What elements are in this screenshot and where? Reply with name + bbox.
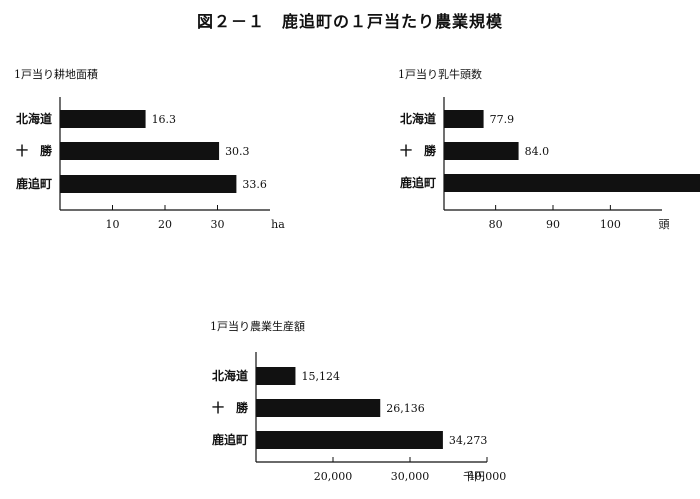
- chart1-category-label: 鹿追町: [16, 176, 52, 191]
- chart3-category-label: 鹿追町: [212, 432, 248, 447]
- page-title: 図２－１ 鹿追町の１戸当たり農業規模: [196, 12, 503, 31]
- chart3-category-label: 十 勝: [212, 400, 249, 415]
- chart3-tick-label: 30,000: [391, 470, 430, 483]
- chart3-category-label: 北海道: [212, 368, 248, 383]
- chart2-bar: [444, 174, 700, 192]
- chart2-bar: [444, 110, 484, 128]
- chart3-tick-label: 40,000: [468, 470, 507, 483]
- chart2-category-label: 北海道: [400, 111, 436, 126]
- chart3-tick-label: 20,000: [314, 470, 353, 483]
- chart2-bar: [444, 142, 519, 160]
- chart3-bar: [256, 399, 381, 417]
- chart1-tick-label: 10: [106, 218, 120, 231]
- chart1-bar: [60, 175, 237, 193]
- chart3-data-label: 26,136: [386, 402, 425, 415]
- chart3-bar: [256, 367, 296, 385]
- chart2-title: 1戸当り乳牛頭数: [398, 67, 482, 81]
- chart1-title: 1戸当り耕地面積: [14, 67, 98, 81]
- chart1-tick-label: 20: [158, 218, 172, 231]
- chart1-bar: [60, 142, 220, 160]
- chart1-data-label: 30.3: [225, 145, 250, 158]
- chart2-unit-label: 頭: [659, 218, 670, 231]
- chart3-unit-label: 千円: [463, 470, 485, 483]
- chart3-data-label: 15,124: [301, 370, 340, 383]
- chart3-bar: [256, 431, 443, 449]
- chart2-category-label: 十 勝: [400, 143, 437, 158]
- chart2-data-label: 77.9: [490, 113, 515, 126]
- chart1-category-label: 北海道: [16, 111, 52, 126]
- chart1-tick-label: 30: [211, 218, 225, 231]
- chart2-tick-label: 90: [546, 218, 560, 231]
- chart1-data-label: 16.3: [152, 113, 177, 126]
- chart1-category-label: 十 勝: [16, 143, 53, 158]
- chart1-data-label: 33.6: [242, 178, 267, 191]
- chart1-bar: [60, 110, 146, 128]
- chart2-data-label: 84.0: [525, 145, 550, 158]
- chart2-tick-label: 100: [600, 218, 621, 231]
- chart2-tick-label: 80: [489, 218, 503, 231]
- chart3-data-label: 34,273: [449, 434, 488, 447]
- chart3-title: 1戸当り農業生産額: [210, 319, 305, 333]
- chart2-category-label: 鹿追町: [400, 175, 436, 190]
- chart1-unit-label: ha: [271, 218, 285, 231]
